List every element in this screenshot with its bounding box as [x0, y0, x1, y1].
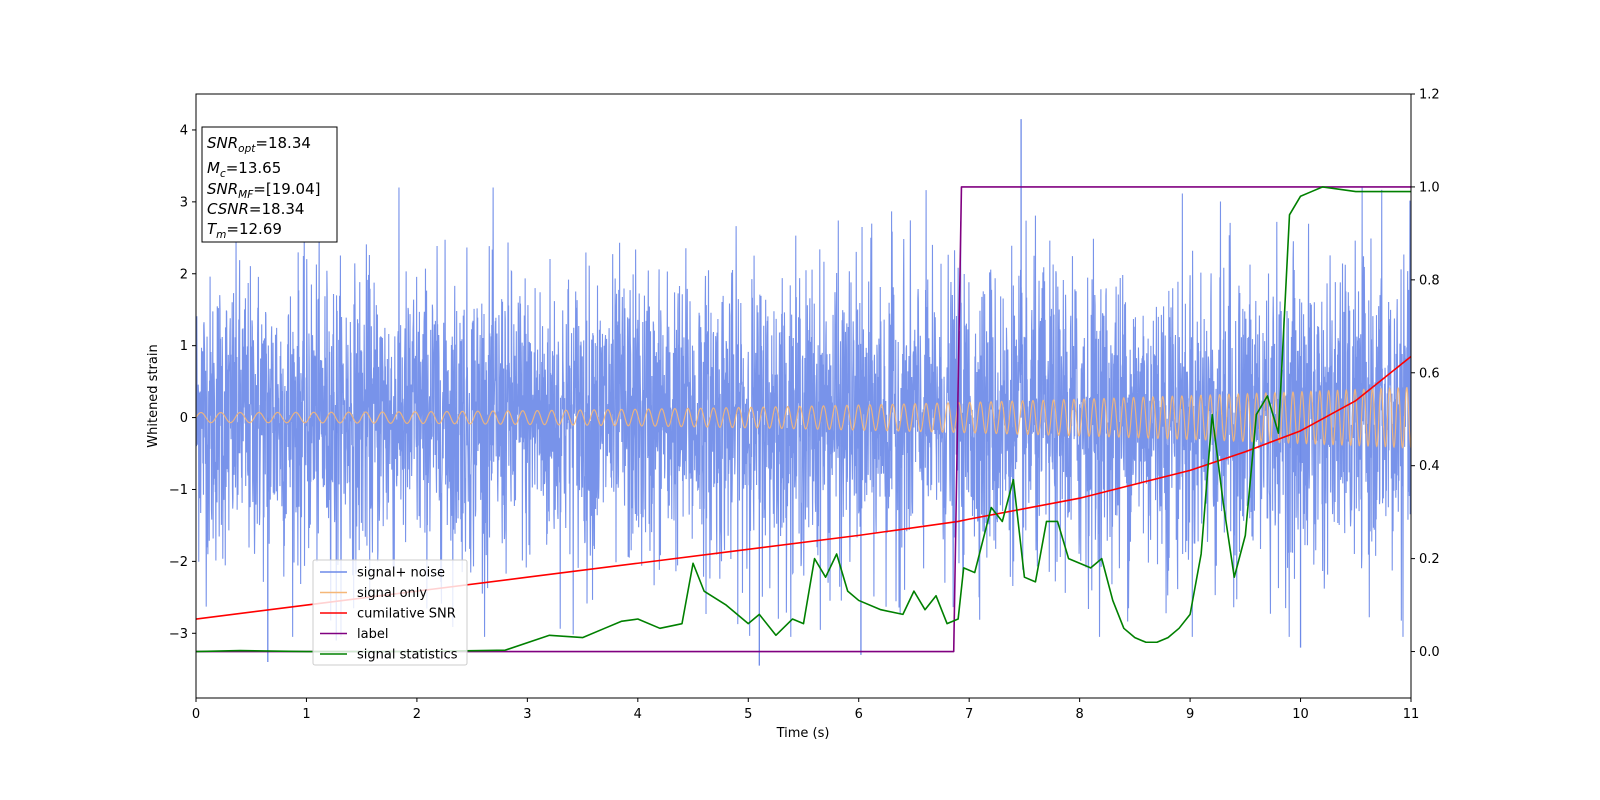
x-tick-label: 7 [965, 707, 973, 722]
y-tick-label: 1 [180, 339, 188, 354]
legend-label: signal only [357, 586, 427, 601]
legend-label: cumilative SNR [357, 607, 456, 622]
legend-frame [312, 559, 468, 666]
y2-tick-label: 1.0 [1419, 180, 1440, 195]
x-tick-label: 11 [1403, 707, 1420, 722]
y-axis-left: −3 −2 −1 0 1 2 3 4 [169, 123, 196, 642]
y2-tick-label: 0.4 [1419, 459, 1440, 474]
x-tick-label: 1 [302, 707, 310, 722]
y2-tick-label: 0.8 [1419, 273, 1440, 288]
x-tick-label: 0 [192, 707, 200, 722]
legend-label: signal+ noise [357, 566, 445, 581]
stat-value: =12.69 [226, 220, 282, 238]
plot-frame [195, 93, 1412, 699]
series-signal-statistics [196, 186, 1411, 653]
y-tick-label: 4 [180, 123, 188, 138]
series-label [196, 186, 1411, 653]
stat-symbol: SNR [207, 180, 238, 198]
y2-tick-label: 0.0 [1419, 645, 1440, 660]
stat-value: =18.34 [255, 134, 311, 152]
y2-tick-label: 1.2 [1419, 88, 1440, 103]
y-tick-label: 3 [180, 195, 188, 210]
y2-tick-label: 0.6 [1419, 366, 1440, 381]
y2-tick-label: 0.2 [1419, 552, 1440, 567]
stat-value: =18.34 [249, 200, 305, 218]
y-tick-label: −1 [169, 483, 188, 498]
x-tick-label: 4 [634, 707, 642, 722]
x-tick-label: 6 [855, 707, 863, 722]
y-axis-label: Whitened strain [146, 344, 161, 447]
y-tick-label: −2 [169, 555, 188, 570]
stat-line: SNRopt=18.34 [207, 134, 311, 155]
x-axis-label: Time (s) [776, 726, 830, 741]
x-tick-label: 5 [744, 707, 752, 722]
stat-subscript: m [216, 229, 226, 241]
stat-value: =13.65 [226, 159, 282, 177]
annotation-frame [201, 126, 338, 243]
stat-line: Tm=12.69 [207, 220, 282, 241]
x-tick-label: 3 [523, 707, 531, 722]
legend-label: label [357, 627, 388, 642]
y-tick-label: 2 [180, 267, 188, 282]
stat-symbol: M [207, 159, 220, 177]
stat-line: CSNR=18.34 [207, 200, 304, 218]
legend: signal+ noise signal only cumilative SNR la… [312, 559, 468, 666]
stat-symbol: T [207, 220, 218, 238]
stat-line: Mc=13.65 [207, 159, 281, 180]
x-tick-label: 8 [1075, 707, 1083, 722]
stat-symbol: CSNR [207, 200, 249, 218]
y-tick-label: 0 [180, 411, 188, 426]
x-tick-label: 9 [1186, 707, 1194, 722]
stat-subscript: MF [238, 189, 254, 201]
stat-symbol: SNR [207, 134, 238, 152]
stat-value: =[19.04] [253, 180, 320, 198]
x-axis: 0 1 2 3 4 5 6 7 8 9 10 11 [192, 698, 1419, 722]
stat-subscript: c [220, 168, 226, 180]
stat-subscript: opt [238, 143, 256, 155]
stats-annotation-box: SNRopt=18.34Mc=13.65SNRMF=[19.04]CSNR=18… [201, 126, 338, 243]
y-tick-label: −3 [169, 627, 188, 642]
series-signal-noise [196, 187, 1411, 637]
series-signal-only [196, 387, 1411, 449]
x-tick-label: 10 [1292, 707, 1309, 722]
legend-label: signal statistics [357, 648, 458, 663]
x-tick-label: 2 [413, 707, 421, 722]
stat-line: SNRMF=[19.04] [207, 180, 321, 201]
y-axis-right: 0.0 0.2 0.4 0.6 0.8 1.0 1.2 [1411, 88, 1440, 660]
